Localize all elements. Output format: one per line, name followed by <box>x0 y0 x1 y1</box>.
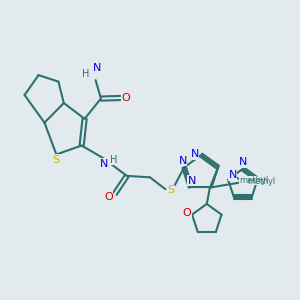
Text: N: N <box>239 157 248 167</box>
Text: N: N <box>188 176 196 186</box>
Text: O: O <box>104 192 113 202</box>
Text: N: N <box>178 156 187 166</box>
Text: N: N <box>190 149 199 160</box>
Text: S: S <box>167 185 174 195</box>
Text: methyl: methyl <box>247 177 275 186</box>
Text: H: H <box>82 69 90 79</box>
Text: H: H <box>110 155 117 165</box>
Text: N: N <box>93 63 101 73</box>
Text: S: S <box>52 155 59 165</box>
Text: O: O <box>122 93 130 103</box>
Text: O: O <box>182 208 191 218</box>
Text: N: N <box>100 159 109 169</box>
Text: N: N <box>228 170 237 180</box>
Text: methyl: methyl <box>239 176 269 185</box>
